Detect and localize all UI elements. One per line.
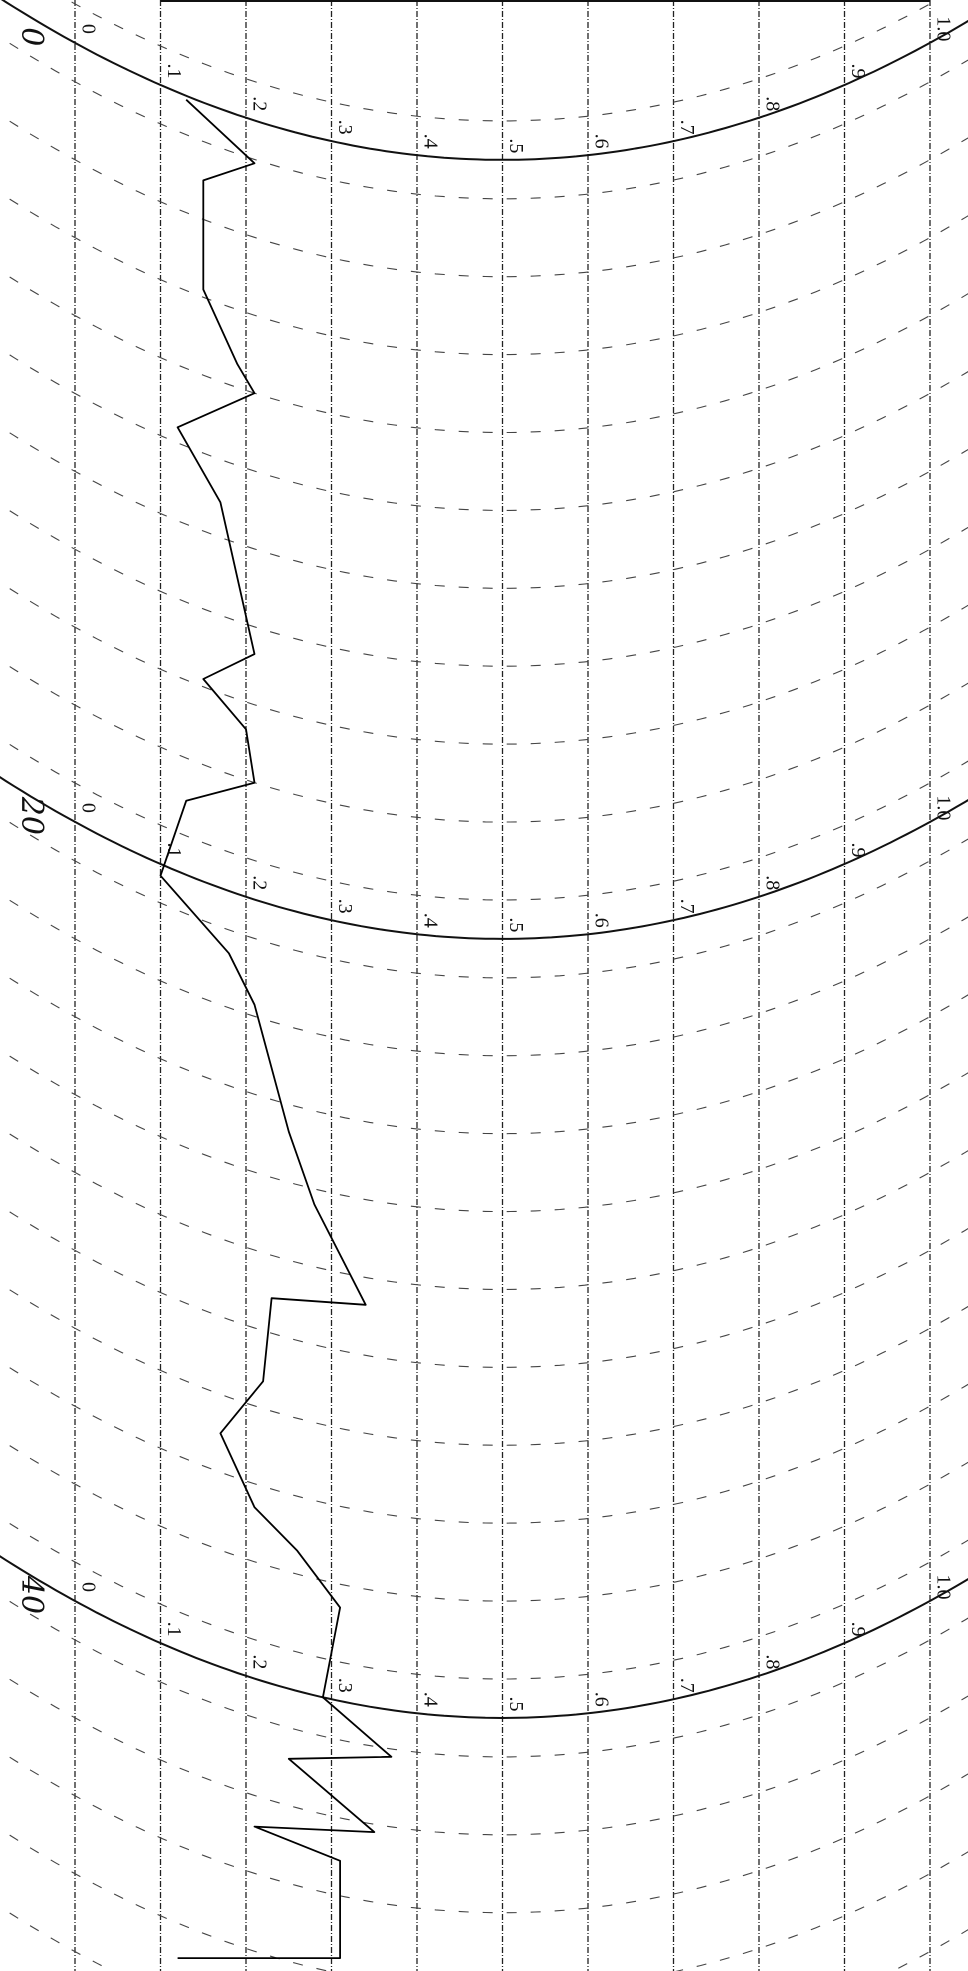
time-arc [0,192,968,356]
scale-label: 1.0 [932,795,954,820]
time-mark-label: 20 [14,796,49,835]
scale-label: .1 [163,1622,185,1637]
time-mark-label: 40 [14,1575,49,1614]
time-arc [0,114,968,278]
time-arc [0,659,968,823]
time-arc [0,815,968,979]
scale-label: .1 [163,63,185,78]
scale-label: 1.0 [932,16,954,41]
time-arc [66,0,939,122]
scale-label: .7 [676,1678,698,1693]
time-mark-arc [0,0,968,161]
time-arc [0,270,968,434]
time-arc [0,36,968,200]
scale-label: 0 [77,1582,99,1592]
time-arc [0,425,968,589]
scale-label: .8 [761,96,783,111]
time-mark-arc [0,1555,968,1720]
scale-label: .6 [590,913,612,928]
time-arc [0,1906,968,1971]
scale-label: 1.0 [932,1574,954,1599]
recorder-trace [159,99,393,1959]
time-arc [0,1594,968,1758]
scale-label: .2 [248,875,270,890]
scale-label: .4 [419,913,441,928]
time-arc [0,1438,968,1602]
scale-label: .5 [505,917,527,932]
time-arc [0,1360,968,1524]
time-arc [0,893,968,1057]
time-mark-label: 0 [14,27,49,46]
time-arc [0,581,968,745]
scale-label: .3 [334,120,356,135]
scale-label: .1 [163,843,185,858]
time-arc [0,1750,968,1914]
scale-label: .8 [761,1654,783,1669]
scale-label: .2 [248,1654,270,1669]
time-arc [0,1205,968,1368]
scale-label: 0 [77,24,99,34]
scale-label: .7 [676,899,698,914]
scale-label: .6 [590,134,612,149]
scale-label: .9 [847,843,869,858]
time-arc [0,737,968,901]
scale-label: .7 [676,120,698,135]
time-arc [0,1672,968,1836]
time-arc [0,1049,968,1213]
time-arc [0,971,968,1135]
scale-label: .5 [505,1696,527,1711]
time-arc [0,1282,968,1446]
time-arc [0,1828,968,1971]
scale-label: .9 [847,63,869,78]
scale-label: .8 [761,875,783,890]
scale-label: .4 [419,134,441,149]
scale-label: .3 [334,899,356,914]
time-mark-arc [0,776,968,940]
time-arc [0,503,968,667]
scale-label: .5 [505,138,527,153]
time-arc [0,1516,968,1680]
scale-label: 0 [77,803,99,813]
scale-label: .6 [590,1692,612,1707]
scale-label: .2 [248,96,270,111]
scale-label: .4 [419,1692,441,1707]
time-arc [0,1127,968,1291]
time-arc [0,348,968,511]
scale-label: .3 [334,1678,356,1693]
scale-label: .9 [847,1622,869,1637]
